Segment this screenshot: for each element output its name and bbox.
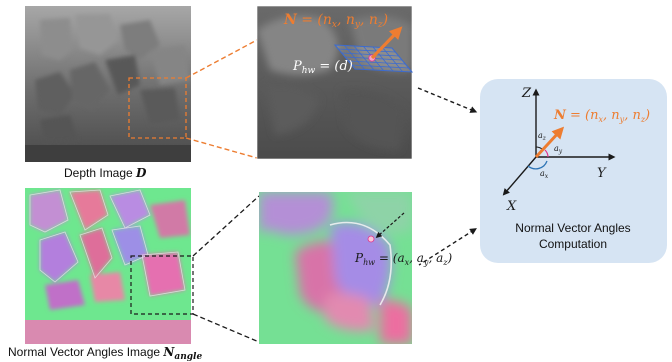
normal-vector-arrow-right [534, 126, 565, 159]
normal-angles-image [25, 188, 191, 344]
axis-y-label: Y [597, 166, 607, 181]
computation-title-line2: Computation [539, 237, 607, 251]
pixel-point-marker [367, 235, 375, 243]
computation-box [480, 79, 667, 263]
pixel-angles-label: Phw = (ax, ay, az) [354, 251, 452, 267]
angle-arc-x [527, 160, 548, 170]
computation-to-normal-arrow [418, 228, 477, 266]
angle-arc-y [544, 149, 549, 158]
normal-roi-box [130, 255, 194, 315]
depth-to-computation-arrow [417, 87, 478, 113]
depth-image [25, 6, 191, 162]
depth-image-caption: Depth Image D [64, 166, 146, 180]
angle-z-label: az [538, 131, 547, 142]
axis-x-label: X [506, 199, 517, 214]
normal-equation-right: N = (nx, ny, nz) [553, 108, 650, 124]
computation-title-line1: Normal Vector Angles [515, 221, 630, 235]
depth-roi-box [128, 77, 187, 139]
depth-zoom-connector-top [185, 39, 258, 79]
normal-caption-symbol: N [163, 345, 175, 359]
zoom-point-arrow [375, 212, 405, 238]
depth-zoom-connector-bottom [185, 137, 258, 159]
depth-caption-text: Depth Image [64, 166, 137, 180]
normal-zoom-connector-top [192, 195, 260, 257]
normal-caption-subscript: angle [174, 352, 203, 362]
axis-z-label: Z [521, 86, 532, 101]
zoomed-normal-image [259, 192, 412, 344]
angle-x-label: ax [540, 169, 549, 180]
depth-caption-symbol: D [136, 166, 147, 180]
normal-zoom-connector-bottom [192, 313, 260, 343]
angle-y-label: ay [554, 144, 563, 155]
normal-vector-arrow [370, 26, 403, 60]
zoomed-depth-image [257, 6, 412, 159]
normal-equation-top: N = (nx, ny, nz) [283, 12, 388, 30]
normal-image-caption: Normal Vector Angles Image Nangle [8, 345, 202, 362]
normal-caption-text: Normal Vector Angles Image [8, 345, 164, 359]
pixel-depth-label: Phw = (d) [292, 59, 353, 76]
coordinate-axes [502, 88, 616, 196]
